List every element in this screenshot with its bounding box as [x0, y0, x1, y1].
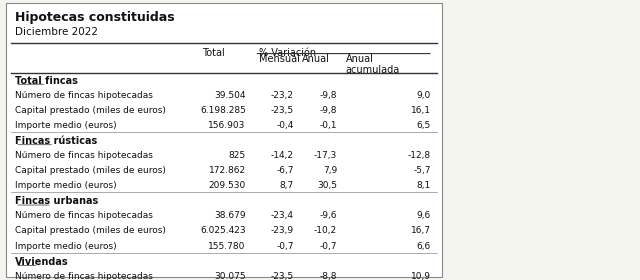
Text: Número de fincas hipotecadas: Número de fincas hipotecadas [15, 151, 153, 160]
Text: Viviendas: Viviendas [15, 257, 68, 267]
Text: Diciembre 2022: Diciembre 2022 [15, 27, 98, 38]
Text: 16,1: 16,1 [411, 106, 431, 115]
Text: Total fincas: Total fincas [15, 76, 78, 85]
Text: -9,6: -9,6 [319, 211, 337, 220]
Text: -23,4: -23,4 [271, 211, 294, 220]
Text: Anual: Anual [302, 53, 330, 64]
Text: 172.862: 172.862 [209, 166, 246, 175]
Text: 6,6: 6,6 [417, 242, 431, 251]
Text: 16,7: 16,7 [411, 227, 431, 235]
Text: 7,9: 7,9 [323, 166, 337, 175]
Text: 10,9: 10,9 [411, 272, 431, 280]
Text: 30,5: 30,5 [317, 181, 337, 190]
Text: -23,5: -23,5 [271, 106, 294, 115]
Text: Importe medio (euros): Importe medio (euros) [15, 242, 116, 251]
Text: -9,8: -9,8 [319, 91, 337, 100]
Text: -0,7: -0,7 [276, 242, 294, 251]
Text: 6.198.285: 6.198.285 [200, 106, 246, 115]
Text: 8,1: 8,1 [417, 181, 431, 190]
Text: -6,7: -6,7 [276, 166, 294, 175]
Text: 9,6: 9,6 [417, 211, 431, 220]
Text: 156.903: 156.903 [209, 121, 246, 130]
Text: 9,0: 9,0 [417, 91, 431, 100]
FancyBboxPatch shape [6, 3, 442, 277]
Text: Número de fincas hipotecadas: Número de fincas hipotecadas [15, 272, 153, 280]
Text: -10,2: -10,2 [314, 227, 337, 235]
Text: -23,2: -23,2 [271, 91, 294, 100]
Text: -14,2: -14,2 [271, 151, 294, 160]
Text: 155.780: 155.780 [209, 242, 246, 251]
Text: 825: 825 [228, 151, 246, 160]
Text: -0,7: -0,7 [319, 242, 337, 251]
Text: Fincas urbanas: Fincas urbanas [15, 196, 99, 206]
Text: Capital prestado (miles de euros): Capital prestado (miles de euros) [15, 106, 166, 115]
Text: -12,8: -12,8 [408, 151, 431, 160]
Text: 38.679: 38.679 [214, 211, 246, 220]
Text: -23,9: -23,9 [271, 227, 294, 235]
Text: Fincas rústicas: Fincas rústicas [15, 136, 97, 146]
Text: -9,8: -9,8 [319, 106, 337, 115]
Text: Importe medio (euros): Importe medio (euros) [15, 181, 116, 190]
Text: Número de fincas hipotecadas: Número de fincas hipotecadas [15, 211, 153, 220]
Text: Anual: Anual [346, 53, 374, 64]
Text: -8,8: -8,8 [319, 272, 337, 280]
Text: % Variación: % Variación [259, 48, 316, 58]
Text: 209.530: 209.530 [209, 181, 246, 190]
Text: Número de fincas hipotecadas: Número de fincas hipotecadas [15, 91, 153, 100]
Text: 6,5: 6,5 [417, 121, 431, 130]
Text: 39.504: 39.504 [214, 91, 246, 100]
Text: -5,7: -5,7 [413, 166, 431, 175]
Text: Capital prestado (miles de euros): Capital prestado (miles de euros) [15, 227, 166, 235]
Text: Hipotecas constituidas: Hipotecas constituidas [15, 11, 175, 24]
Text: Mensual: Mensual [259, 53, 300, 64]
Text: 6.025.423: 6.025.423 [200, 227, 246, 235]
Text: -0,1: -0,1 [319, 121, 337, 130]
Text: Capital prestado (miles de euros): Capital prestado (miles de euros) [15, 166, 166, 175]
Text: 30.075: 30.075 [214, 272, 246, 280]
Text: -17,3: -17,3 [314, 151, 337, 160]
Text: 8,7: 8,7 [280, 181, 294, 190]
Text: -23,5: -23,5 [271, 272, 294, 280]
Text: -0,4: -0,4 [276, 121, 294, 130]
Text: acumulada: acumulada [346, 65, 400, 74]
Text: Importe medio (euros): Importe medio (euros) [15, 121, 116, 130]
Text: Total: Total [202, 48, 225, 58]
